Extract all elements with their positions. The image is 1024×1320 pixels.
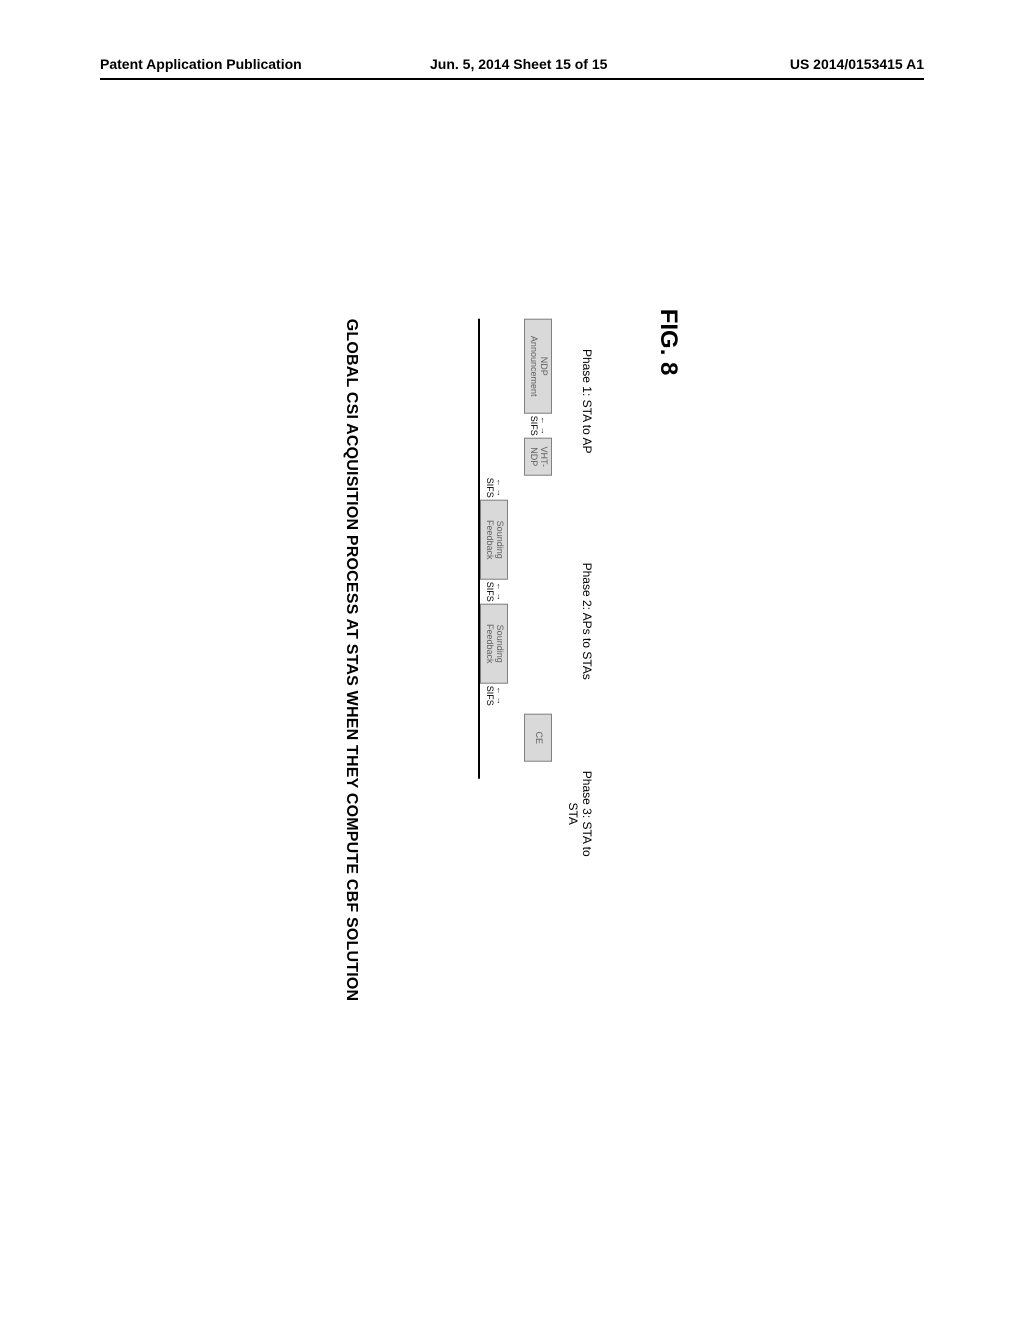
sifs-gap: ← →SIFS xyxy=(480,476,508,500)
timeline-box: Sounding Feedback xyxy=(480,500,508,580)
timeline-box: VHT- NDP xyxy=(524,438,552,476)
figure-rotated-container: FIG. 8 Phase 1: STA to AP Phase 2: APs t… xyxy=(342,319,682,1002)
header-left: Patent Application Publication xyxy=(100,56,302,72)
header-right: US 2014/0153415 A1 xyxy=(790,56,924,72)
sifs-arrows-icon: ← → xyxy=(495,479,503,497)
header-rule xyxy=(100,78,924,80)
sifs-label: SIFS xyxy=(529,416,539,436)
timeline-row-bottom: ← →SIFSSounding Feedback← →SIFSSounding … xyxy=(480,319,508,708)
timeline: NDP Announcement← →SIFSVHT- NDPCE ← →SIF… xyxy=(440,319,560,1002)
figure-caption: GLOBAL CSI ACQUISITION PROCESS AT STAS W… xyxy=(342,319,360,1002)
sifs-label: SIFS xyxy=(485,478,495,498)
figure-label: FIG. 8 xyxy=(654,309,682,1002)
phase-1-label: Phase 1: STA to AP xyxy=(566,319,594,484)
timeline-box: NDP Announcement xyxy=(524,319,552,414)
phase-labels-row: Phase 1: STA to AP Phase 2: APs to STAs … xyxy=(566,319,594,1002)
sifs-label: SIFS xyxy=(485,582,495,602)
header-mid: Jun. 5, 2014 Sheet 15 of 15 xyxy=(430,56,607,72)
timeline-box: Sounding Feedback xyxy=(480,604,508,684)
phase-3-label: Phase 3: STA to STA xyxy=(566,759,594,869)
sifs-arrows-icon: ← → xyxy=(539,417,547,435)
sifs-arrows-icon: ← → xyxy=(495,583,503,601)
sifs-gap: ← →SIFS xyxy=(480,580,508,604)
sifs-label: SIFS xyxy=(485,686,495,706)
sifs-arrows-icon: ← → xyxy=(495,687,503,705)
timeline-box: CE xyxy=(524,714,552,762)
sifs-gap: ← →SIFS xyxy=(480,684,508,708)
sifs-gap: ← →SIFS xyxy=(524,414,552,438)
phase-2-label: Phase 2: APs to STAs xyxy=(566,524,594,719)
timeline-row-top: NDP Announcement← →SIFSVHT- NDPCE xyxy=(524,319,552,762)
timeline-baseline xyxy=(478,319,480,779)
